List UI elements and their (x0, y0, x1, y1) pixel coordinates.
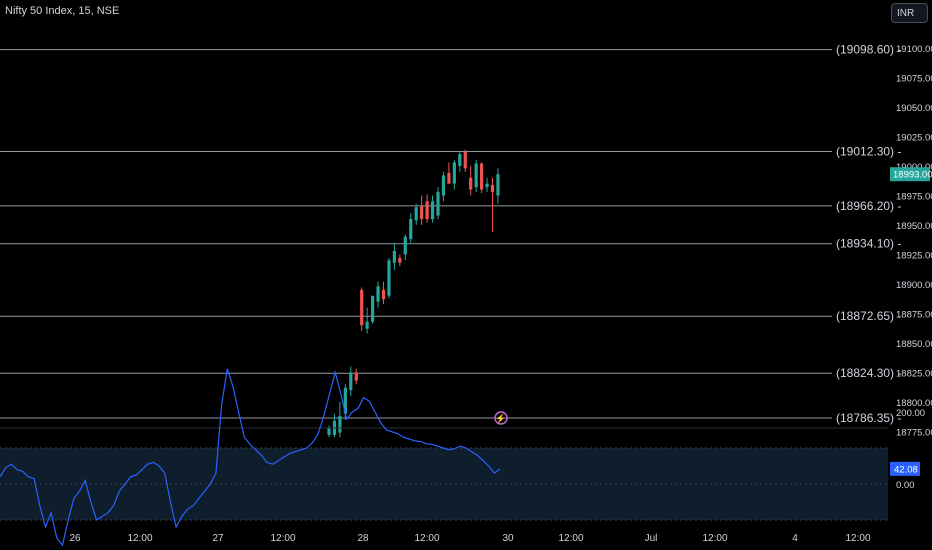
price-tick-11: 18825.00 (896, 368, 932, 379)
candle-26 (469, 165, 473, 196)
candle-21 (441, 171, 446, 202)
price-tick-5: 18975.00 (896, 191, 932, 202)
candle-16 (414, 203, 418, 225)
candle-22 (447, 162, 451, 184)
time-tick-1: 12:00 (127, 533, 152, 544)
indicator-band (0, 448, 888, 520)
level-lines: (19098.60) - (19012.30) - (18966.20) - (189… (0, 43, 901, 425)
price-tick-13: 18775.00 (896, 427, 932, 438)
level-label-2: (18966.20) - (836, 199, 901, 213)
candle-23 (452, 160, 456, 190)
time-tick-5: 12:00 (414, 533, 439, 544)
time-tick-7: 12:00 (558, 533, 583, 544)
candle-15 (409, 213, 413, 243)
level-label-1: (19012.30) - (836, 144, 901, 158)
candles: ⚡ (327, 149, 508, 438)
candle-27 (474, 160, 478, 192)
time-tick-4: 28 (357, 533, 369, 544)
candle-0 (327, 425, 331, 438)
indicator-tick-0: 200.00 (896, 408, 925, 419)
candle-6 (360, 287, 364, 332)
candle-25 (463, 149, 467, 172)
level-label-3: (18934.10) - (836, 237, 901, 251)
price-axis: 19100.0019075.0019050.0019025.0019000.00… (890, 44, 932, 438)
time-tick-0: 26 (69, 533, 81, 544)
indicator-value-badge (890, 461, 920, 476)
last-price-label: 18993.00 (893, 170, 932, 181)
level-label-5: (18824.30) - (836, 366, 901, 380)
indicator-line (0, 368, 501, 547)
price-tick-9: 18875.00 (896, 309, 932, 320)
candle-1 (332, 413, 337, 438)
candle-2 (338, 401, 342, 438)
candle-17 (420, 195, 424, 225)
time-tick-10: 4 (792, 533, 798, 544)
time-tick-2: 27 (212, 533, 224, 544)
candle-24 (458, 151, 462, 172)
level-label-4: (18872.65) - (836, 309, 901, 323)
candle-20 (436, 187, 440, 220)
candle-30 (490, 177, 495, 233)
candle-18 (425, 194, 429, 223)
price-tick-1: 19075.00 (896, 73, 932, 84)
price-tick-12: 18800.00 (896, 398, 932, 409)
time-tick-6: 30 (502, 533, 514, 544)
candle-31 (496, 168, 500, 204)
price-tick-2: 19050.00 (896, 103, 932, 114)
currency-selector[interactable]: INR (891, 3, 928, 23)
candle-28 (480, 162, 484, 194)
candle-7 (365, 307, 369, 334)
candle-10 (381, 281, 386, 304)
level-label-6: (18786.35) - (836, 411, 901, 425)
candle-19 (430, 195, 435, 223)
last-price-badge (890, 167, 930, 182)
indicator-value-label: 42.08 (894, 464, 918, 475)
time-tick-9: 12:00 (702, 533, 727, 544)
time-tick-3: 12:00 (270, 533, 295, 544)
event-marker-icon[interactable]: ⚡ (494, 411, 508, 425)
candle-8 (371, 295, 375, 325)
svg-text:⚡: ⚡ (495, 413, 506, 425)
price-tick-8: 18900.00 (896, 280, 932, 291)
chart-title: Nifty 50 Index, 15, NSE (5, 5, 120, 17)
candle-9 (376, 281, 380, 308)
candle-14 (403, 234, 407, 261)
candle-29 (485, 177, 489, 192)
price-tick-3: 19025.00 (896, 132, 932, 143)
candle-11 (387, 257, 391, 299)
indicator-tick-1: 0.00 (896, 480, 915, 491)
candle-5 (354, 368, 358, 385)
time-tick-11: 12:00 (845, 533, 870, 544)
price-tick-10: 18850.00 (896, 339, 932, 350)
price-tick-6: 18950.00 (896, 221, 932, 232)
price-tick-0: 19100.00 (896, 44, 932, 55)
time-tick-8: Jul (645, 533, 658, 544)
price-tick-7: 18925.00 (896, 250, 932, 261)
candle-4 (349, 366, 353, 396)
candle-12 (392, 242, 396, 270)
candle-13 (398, 254, 402, 267)
level-label-0: (19098.60) - (836, 43, 901, 57)
time-axis: 26 12:00 27 12:00 28 12:00 30 12:00 Jul 12:00 4 12:… (69, 533, 871, 544)
